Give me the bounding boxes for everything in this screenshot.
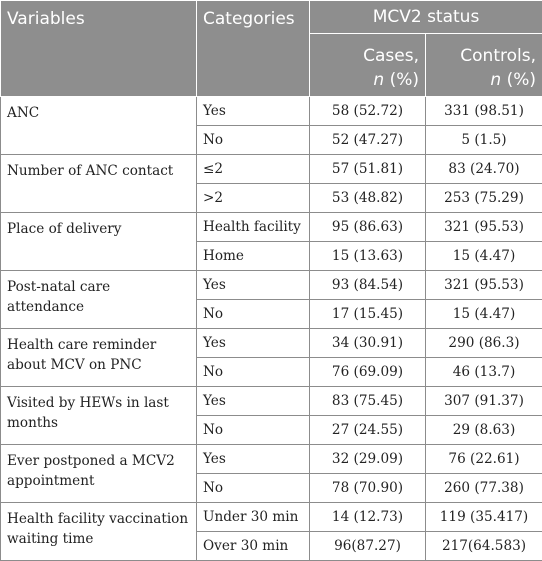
controls-cell: 76 (22.61) (426, 445, 542, 474)
cases-cell: 57 (51.81) (310, 155, 426, 184)
cases-cell: 93 (84.54) (310, 271, 426, 300)
variable-cell: Number of ANC contact (1, 155, 197, 213)
category-cell: Under 30 min (197, 503, 310, 532)
header-mcv2-status: MCV2 status (310, 1, 542, 34)
variable-cell: ANC (1, 97, 197, 155)
controls-cell: 307 (91.37) (426, 387, 542, 416)
cases-cell: 58 (52.72) (310, 97, 426, 126)
header-variables: Variables (1, 1, 197, 97)
cases-cell: 27 (24.55) (310, 416, 426, 445)
cases-cell: 34 (30.91) (310, 329, 426, 358)
controls-cell: 260 (77.38) (426, 474, 542, 503)
controls-cell: 253 (75.29) (426, 184, 542, 213)
category-cell: Yes (197, 97, 310, 126)
variable-cell: Place of delivery (1, 213, 197, 271)
header-cases: Cases, n (%) (310, 34, 426, 97)
cases-cell: 83 (75.45) (310, 387, 426, 416)
category-cell: Yes (197, 387, 310, 416)
cases-cell: 32 (29.09) (310, 445, 426, 474)
cases-cell: 76 (69.09) (310, 358, 426, 387)
category-cell: No (197, 416, 310, 445)
category-cell: No (197, 126, 310, 155)
category-cell: No (197, 300, 310, 329)
category-cell: Home (197, 242, 310, 271)
controls-cell: 321 (95.53) (426, 271, 542, 300)
header-cases-label: Cases, (316, 44, 419, 68)
table-row: Health facility vaccination waiting time… (1, 503, 542, 532)
controls-cell: 29 (8.63) (426, 416, 542, 445)
category-cell: No (197, 358, 310, 387)
cases-cell: 17 (15.45) (310, 300, 426, 329)
cases-cell: 95 (86.63) (310, 213, 426, 242)
cases-cell: 53 (48.82) (310, 184, 426, 213)
table-header: Variables Categories MCV2 status Cases, … (1, 1, 542, 97)
header-controls: Controls, n (%) (426, 34, 542, 97)
controls-cell: 46 (13.7) (426, 358, 542, 387)
controls-cell: 321 (95.53) (426, 213, 542, 242)
variable-cell: Health care reminder about MCV on PNC (1, 329, 197, 387)
variable-cell: Post-natal care attendance (1, 271, 197, 329)
controls-cell: 5 (1.5) (426, 126, 542, 155)
category-cell: ≤2 (197, 155, 310, 184)
controls-cell: 15 (4.47) (426, 242, 542, 271)
category-cell: Over 30 min (197, 532, 310, 561)
variable-cell: Visited by HEWs in last months (1, 387, 197, 445)
header-controls-label: Controls, (432, 44, 536, 68)
controls-cell: 331 (98.51) (426, 97, 542, 126)
cases-cell: 78 (70.90) (310, 474, 426, 503)
variable-cell: Ever postponed a MCV2 appointment (1, 445, 197, 503)
category-cell: Yes (197, 445, 310, 474)
category-cell: Yes (197, 271, 310, 300)
header-categories: Categories (197, 1, 310, 97)
cases-cell: 96(87.27) (310, 532, 426, 561)
category-cell: No (197, 474, 310, 503)
header-controls-unit: n (%) (490, 70, 536, 90)
cases-cell: 15 (13.63) (310, 242, 426, 271)
cases-cell: 52 (47.27) (310, 126, 426, 155)
category-cell: >2 (197, 184, 310, 213)
controls-cell: 83 (24.70) (426, 155, 542, 184)
controls-cell: 15 (4.47) (426, 300, 542, 329)
category-cell: Health facility (197, 213, 310, 242)
cases-cell: 14 (12.73) (310, 503, 426, 532)
controls-cell: 217(64.583) (426, 532, 542, 561)
header-cases-unit: n (%) (373, 70, 419, 90)
category-cell: Yes (197, 329, 310, 358)
controls-cell: 119 (35.417) (426, 503, 542, 532)
variable-cell: Health facility vaccination waiting time (1, 503, 197, 561)
controls-cell: 290 (86.3) (426, 329, 542, 358)
